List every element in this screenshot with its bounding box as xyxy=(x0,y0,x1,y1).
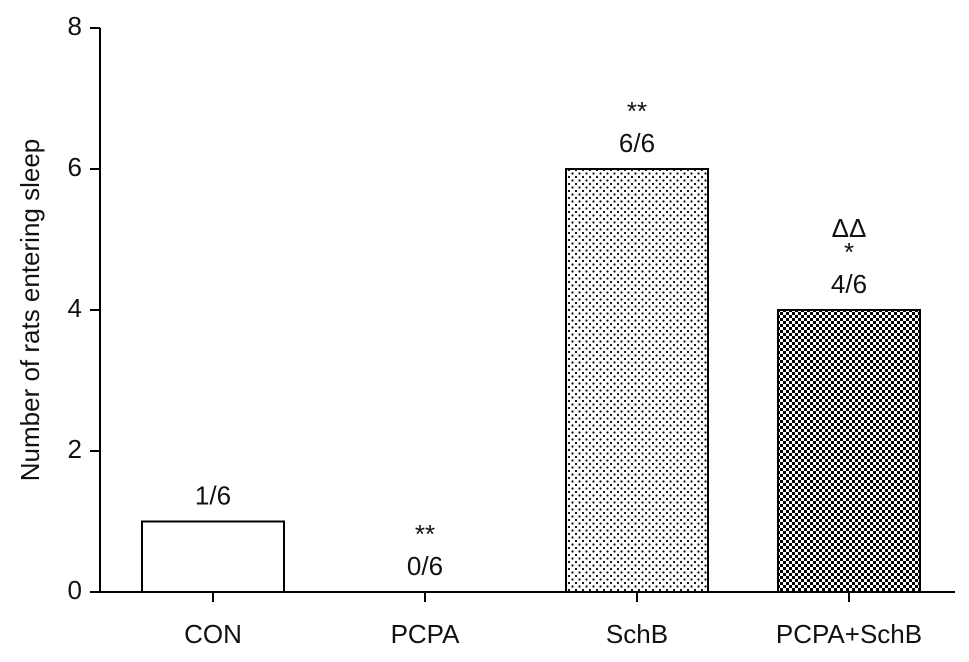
significance-label: ΔΔ xyxy=(832,213,867,243)
significance-label: ** xyxy=(627,96,647,126)
x-tick-label: SchB xyxy=(606,619,668,649)
bar xyxy=(565,168,709,593)
x-tick-label: PCPA+SchB xyxy=(776,619,922,649)
bar xyxy=(141,520,285,593)
significance-label: ** xyxy=(415,519,435,549)
y-axis-label: Number of rats entering sleep xyxy=(15,139,45,482)
significance-label: * xyxy=(844,237,854,267)
value-label: 0/6 xyxy=(407,551,443,581)
x-tick-label: CON xyxy=(184,619,242,649)
y-tick-label: 0 xyxy=(68,575,82,605)
y-tick-label: 6 xyxy=(68,152,82,182)
y-tick-label: 4 xyxy=(68,293,82,323)
y-tick-label: 8 xyxy=(68,11,82,41)
bar xyxy=(777,309,921,593)
value-label: 1/6 xyxy=(195,480,231,510)
x-tick-label: PCPA xyxy=(391,619,461,649)
y-tick-label: 2 xyxy=(68,434,82,464)
value-label: 6/6 xyxy=(619,128,655,158)
value-label: 4/6 xyxy=(831,269,867,299)
